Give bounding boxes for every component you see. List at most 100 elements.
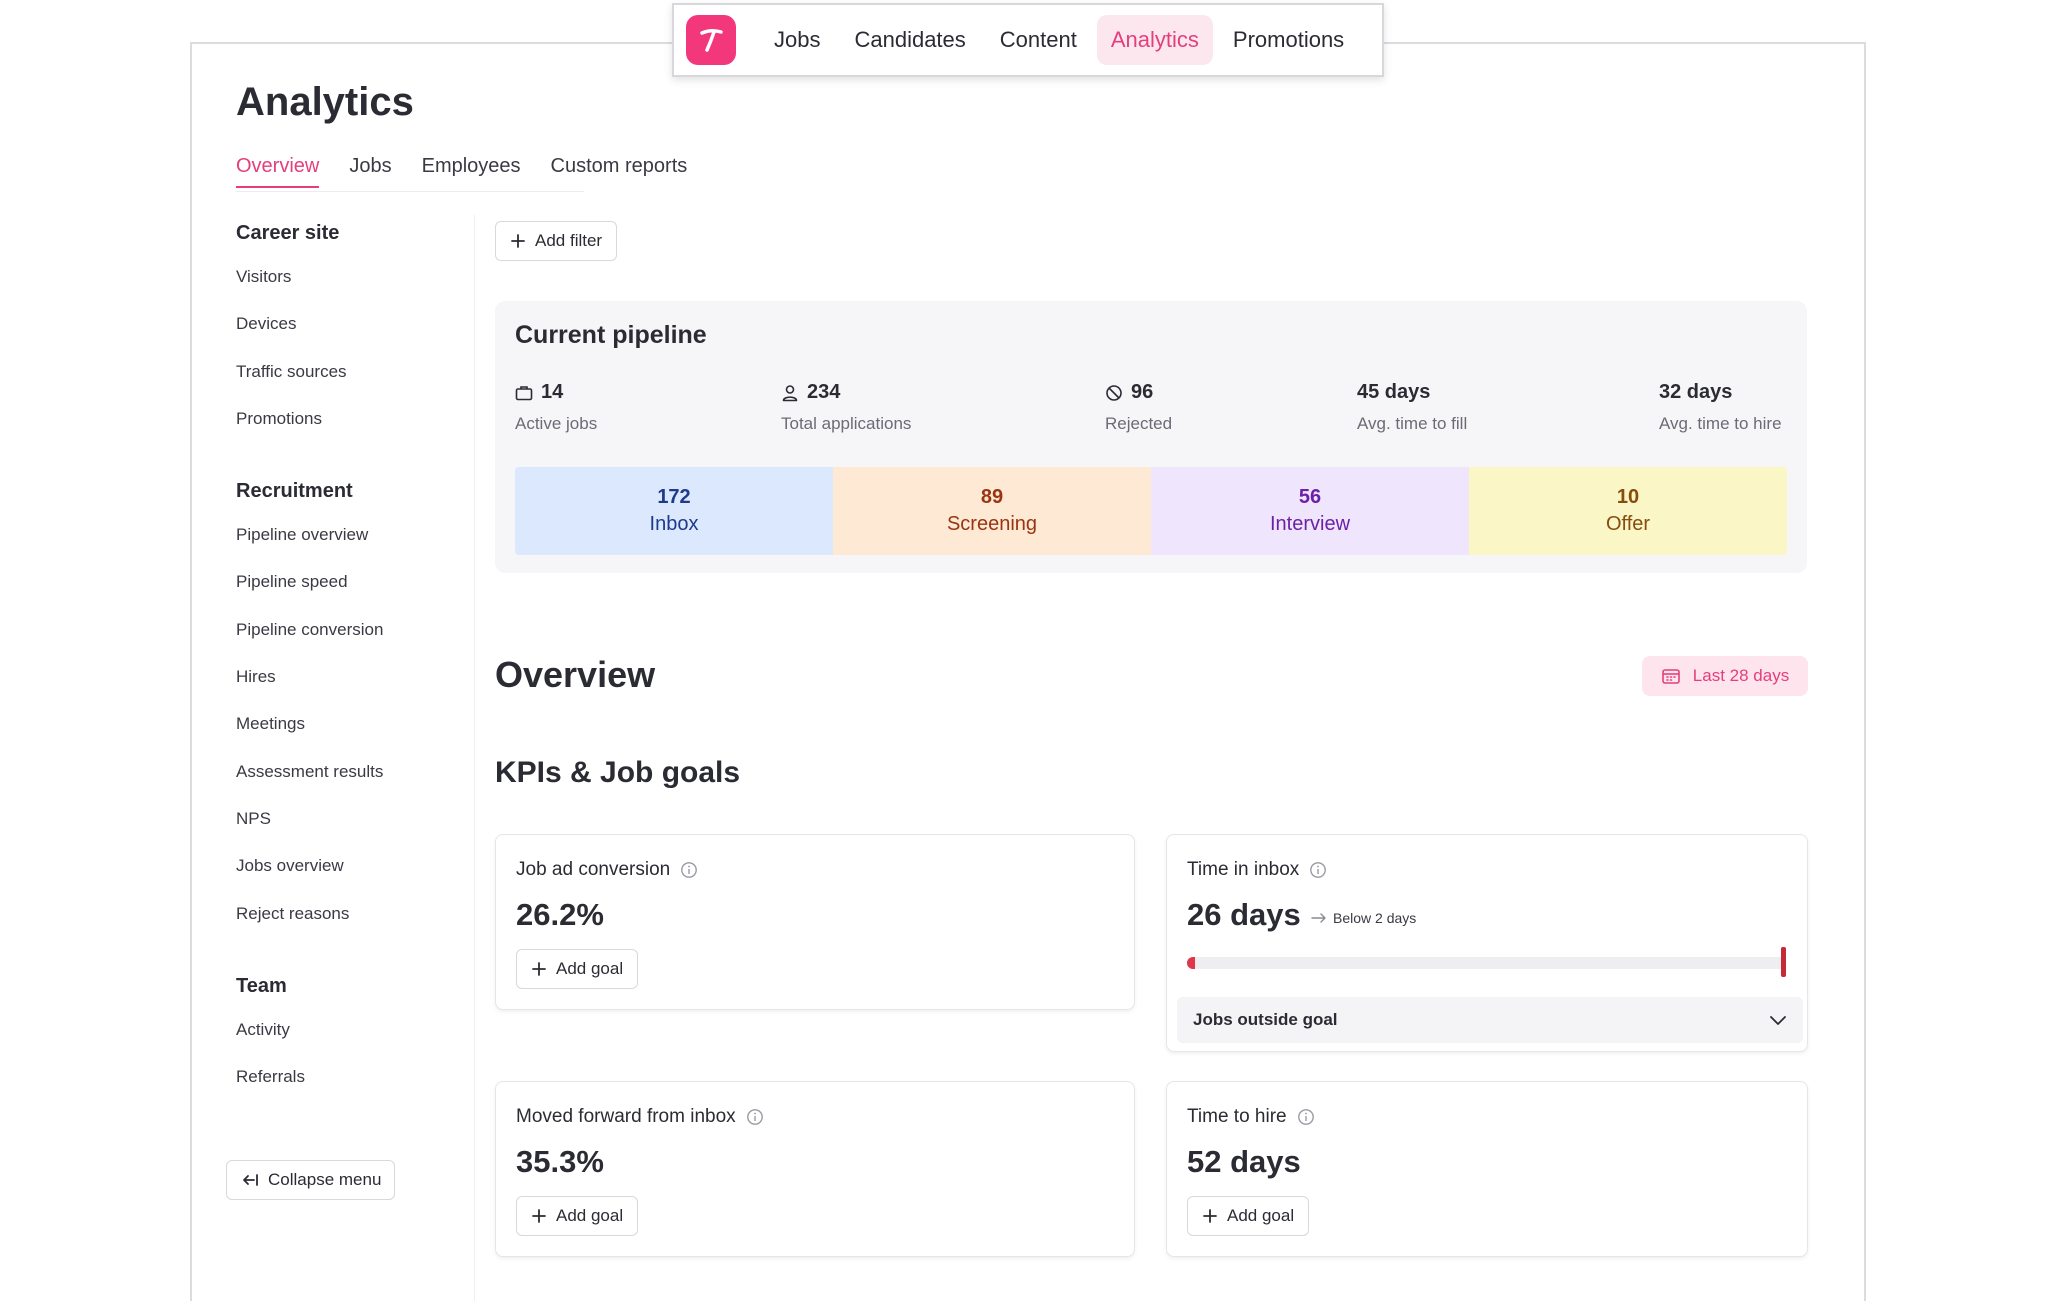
sidebar-group-recruitment: Recruitment Pipeline overview Pipeline s…	[236, 480, 476, 951]
info-icon[interactable]	[680, 861, 698, 879]
sidebar-item-assessment-results[interactable]: Assessment results	[236, 761, 384, 781]
stage-screening[interactable]: 89 Screening	[833, 467, 1151, 555]
plus-icon	[1203, 1209, 1217, 1223]
sidebar-item-visitors[interactable]: Visitors	[236, 267, 292, 286]
logo-icon[interactable]	[686, 15, 736, 65]
sidebar-group-team: Team Activity Referrals	[236, 975, 476, 1115]
stat-value: 234	[807, 381, 841, 403]
info-icon[interactable]	[1297, 1108, 1315, 1126]
stage-inbox[interactable]: 172 Inbox	[515, 467, 833, 555]
info-icon[interactable]	[746, 1108, 764, 1126]
sidebar-group-career-site: Career site Visitors Devices Traffic sou…	[236, 222, 476, 456]
sidebar-item-promotions[interactable]: Promotions	[236, 408, 322, 428]
plus-icon	[511, 234, 525, 248]
stat-label: Avg. time to hire	[1659, 414, 1782, 433]
sidebar-item-devices[interactable]: Devices	[236, 314, 297, 334]
kpi-value: 35.3%	[516, 1144, 604, 1179]
stage-interview[interactable]: 56 Interview	[1151, 467, 1469, 555]
kpi-job-ad-conversion: Job ad conversion 26.2% Add goal	[495, 834, 1135, 1010]
kpi-title: Moved forward from inbox	[516, 1106, 736, 1127]
sidebar-item-hires[interactable]: Hires	[236, 667, 276, 687]
kpi-moved-forward-from-inbox: Moved forward from inbox 35.3% Add goal	[495, 1081, 1135, 1257]
jobs-outside-goal-dropdown[interactable]: Jobs outside goal	[1177, 997, 1803, 1043]
stat-label: Avg. time to fill	[1357, 414, 1468, 433]
sidebar-item-reject-reasons[interactable]: Reject reasons	[236, 903, 350, 923]
stat-value: 45 days	[1357, 381, 1431, 403]
tabs-divider	[236, 191, 584, 192]
stat-rejected: 96 Rejected	[1105, 381, 1172, 434]
tab-overview[interactable]: Overview	[236, 155, 320, 188]
info-icon[interactable]	[1309, 861, 1327, 879]
nav-jobs[interactable]: Jobs	[774, 27, 821, 52]
kpi-title: Time in inbox	[1187, 859, 1300, 880]
kpi-value: 26.2%	[516, 897, 604, 932]
collapse-menu-button[interactable]: Collapse menu	[226, 1160, 396, 1200]
add-filter-label: Add filter	[535, 231, 603, 250]
stat-avg-time-to-fill: 45 days Avg. time to fill	[1357, 381, 1467, 434]
add-filter-button[interactable]: Add filter	[495, 221, 618, 261]
date-range-button[interactable]: Last 28 days	[1642, 656, 1808, 696]
stat-label: Total applications	[781, 414, 912, 433]
add-goal-button[interactable]: Add goal	[1187, 1196, 1310, 1236]
sidebar-item-pipeline-speed[interactable]: Pipeline speed	[236, 572, 348, 592]
sidebar-item-pipeline-overview[interactable]: Pipeline overview	[236, 525, 369, 545]
stage-label: Interview	[1269, 513, 1351, 535]
add-goal-button[interactable]: Add goal	[516, 1196, 639, 1236]
calendar-icon	[1661, 669, 1680, 684]
sidebar: Career site Visitors Devices Traffic sou…	[236, 222, 476, 1138]
goal-progress-track	[1187, 957, 1785, 969]
sidebar-heading: Career site	[236, 222, 340, 244]
nav-content[interactable]: Content	[999, 27, 1077, 52]
sidebar-item-meetings[interactable]: Meetings	[236, 714, 305, 734]
stat-active-jobs: 14 Active jobs	[515, 381, 597, 434]
user-icon	[782, 384, 798, 401]
stat-label: Rejected	[1105, 414, 1173, 433]
nav-promotions[interactable]: Promotions	[1232, 27, 1345, 52]
stage-count: 56	[1298, 486, 1322, 508]
overview-title: Overview	[495, 654, 656, 695]
plus-icon	[532, 1209, 546, 1223]
stat-total-applications: 234 Total applications	[781, 381, 911, 434]
chevron-down-icon	[1770, 1016, 1786, 1025]
goal-progress-fill	[1187, 957, 1195, 969]
date-range-label: Last 28 days	[1692, 666, 1790, 685]
tab-jobs[interactable]: Jobs	[349, 155, 392, 177]
stage-count: 89	[980, 486, 1004, 508]
kpi-title: Time to hire	[1187, 1106, 1287, 1127]
sidebar-item-jobs-overview[interactable]: Jobs overview	[236, 856, 344, 876]
add-goal-label: Add goal	[556, 959, 624, 978]
tab-employees[interactable]: Employees	[421, 155, 521, 177]
top-navigation: Jobs Candidates Content Analytics Promot…	[672, 3, 1384, 77]
stage-count: 172	[657, 486, 691, 508]
kpi-time-in-inbox: Time in inbox 26 days Below 2 days Jobs …	[1166, 834, 1808, 1052]
stage-label: Inbox	[649, 513, 699, 535]
kpi-title: Job ad conversion	[516, 859, 671, 880]
sidebar-item-activity[interactable]: Activity	[236, 1019, 290, 1039]
collapse-menu-label: Collapse menu	[268, 1170, 382, 1189]
pipeline-stages: 172 Inbox 89 Screening 56 Interview 10 O…	[515, 467, 1787, 555]
stat-avg-time-to-hire: 32 days Avg. time to hire	[1659, 381, 1782, 434]
nav-analytics[interactable]: Analytics	[1096, 15, 1213, 65]
kpi-value: 26 days	[1187, 897, 1301, 932]
pipeline-title: Current pipeline	[515, 321, 707, 349]
add-goal-label: Add goal	[556, 1206, 624, 1225]
add-goal-button[interactable]: Add goal	[516, 949, 639, 989]
sidebar-heading: Recruitment	[236, 480, 353, 503]
sidebar-item-nps[interactable]: NPS	[236, 808, 271, 828]
sidebar-item-referrals[interactable]: Referrals	[236, 1067, 305, 1087]
kpi-value: 52 days	[1187, 1144, 1301, 1179]
page-title: Analytics	[236, 80, 414, 124]
sidebar-divider	[474, 215, 475, 1301]
kpi-time-to-hire: Time to hire 52 days Add goal	[1166, 1081, 1808, 1257]
tab-custom-reports[interactable]: Custom reports	[550, 155, 688, 177]
nav-candidates[interactable]: Candidates	[854, 27, 966, 52]
sidebar-heading: Team	[236, 974, 287, 997]
arrow-right-icon	[1311, 913, 1326, 923]
sidebar-item-traffic-sources[interactable]: Traffic sources	[236, 361, 347, 381]
stage-offer[interactable]: 10 Offer	[1469, 467, 1787, 555]
goal-note: Below 2 days	[1311, 910, 1416, 926]
ban-icon	[1106, 384, 1122, 401]
sidebar-item-pipeline-conversion[interactable]: Pipeline conversion	[236, 619, 384, 639]
stat-value: 96	[1131, 381, 1154, 403]
stage-count: 10	[1616, 486, 1640, 508]
